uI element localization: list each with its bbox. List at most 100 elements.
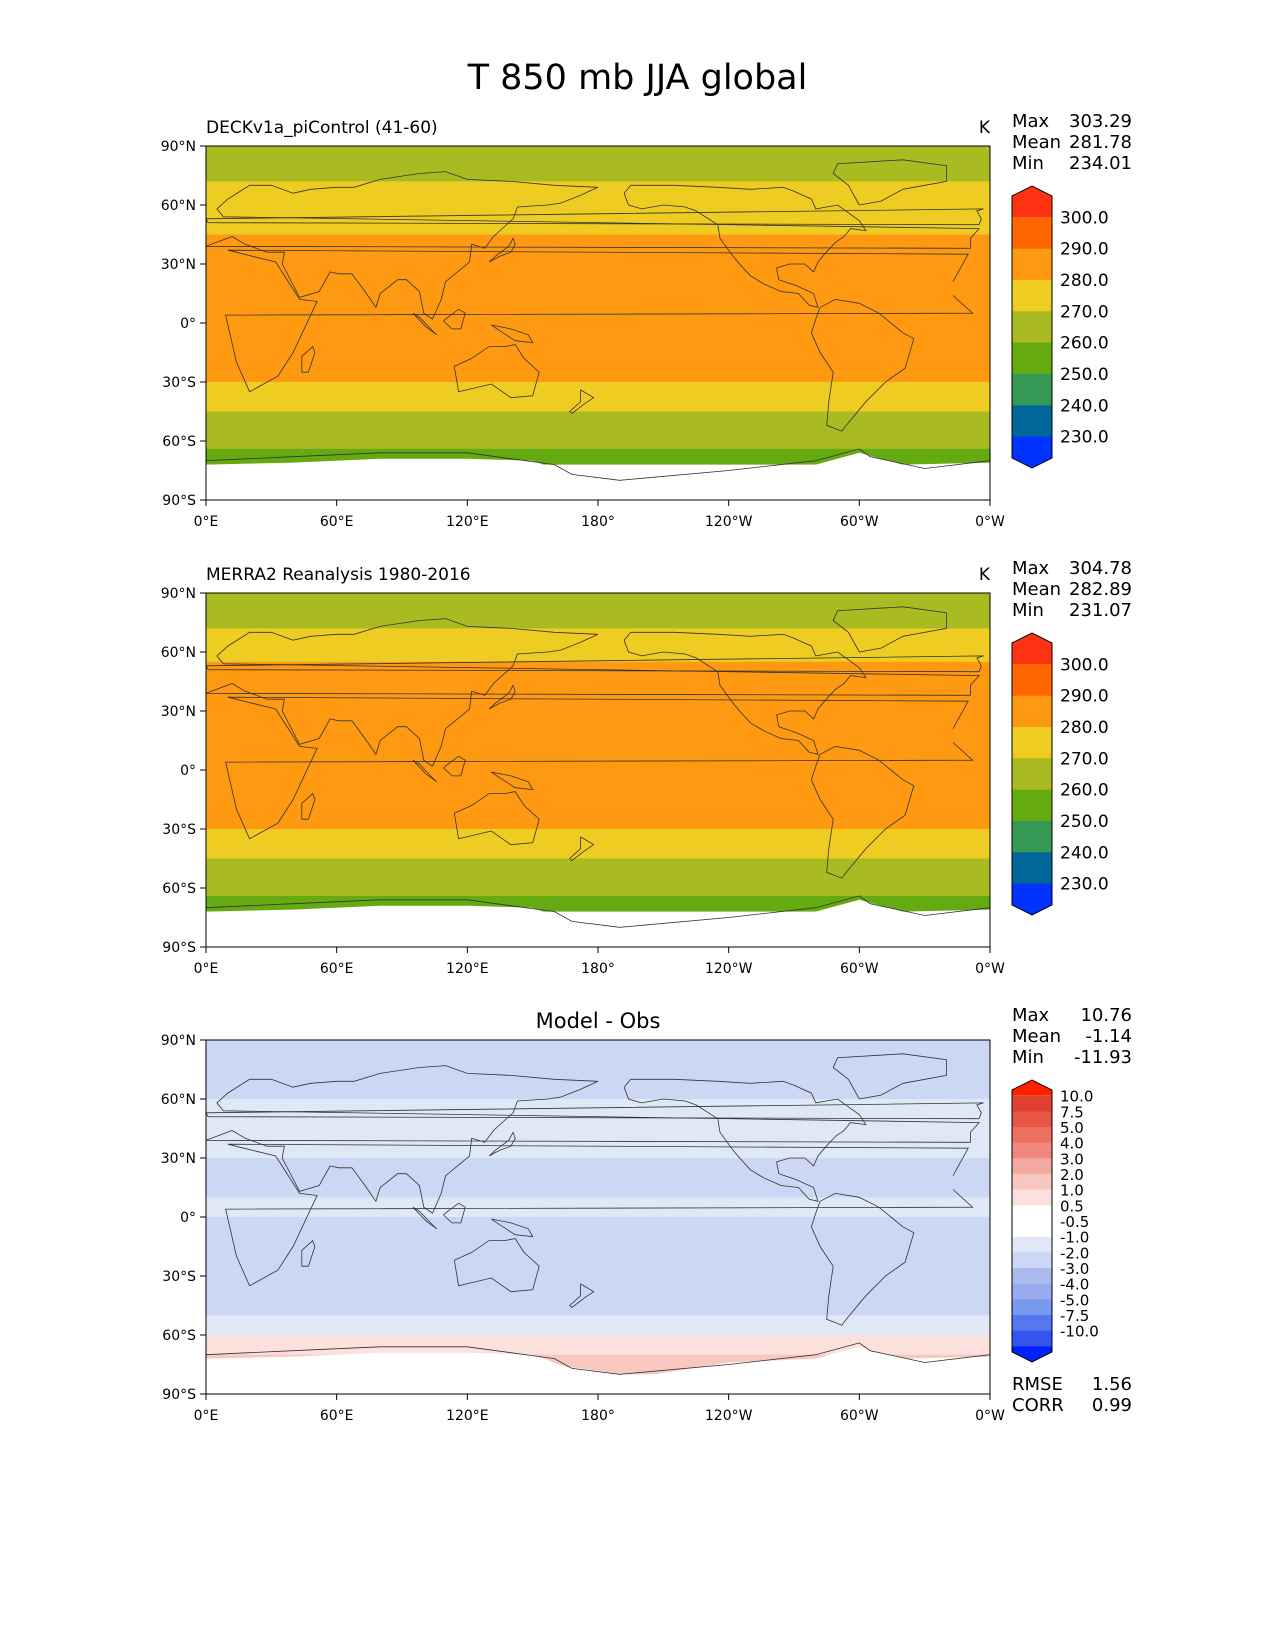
colorbar-outline (1011, 185, 1053, 469)
colorbar-label: 2.0 (1060, 1166, 1084, 1184)
missing-data-region (206, 1346, 990, 1394)
colorbar-bin (1012, 789, 1052, 822)
colorbar-outline (1011, 1079, 1053, 1363)
coastline (623, 1078, 867, 1202)
field-band (206, 1344, 990, 1356)
coastline (301, 345, 316, 373)
coastline (488, 684, 516, 710)
colorbar: 300.0 290.0 280.0 270.0 260.0 250.0 240.0 230.0 (1011, 632, 1109, 916)
y-tick-label: 60°S (162, 1328, 196, 1344)
coastline (412, 759, 438, 783)
x-tick-label: 180° (581, 1408, 615, 1424)
colorbar-label: -0.5 (1060, 1213, 1089, 1231)
field-band (206, 411, 990, 432)
x-tick-label: 0°E (194, 514, 219, 530)
map-field (206, 1040, 990, 1394)
field-band (206, 1276, 990, 1297)
field-band (206, 323, 990, 348)
y-tick-label: 0° (180, 763, 196, 779)
colorbar-label: 230.0 (1060, 875, 1109, 895)
x-tick-label: 180° (581, 514, 615, 530)
coastline (412, 1206, 438, 1230)
field-band (206, 895, 990, 905)
coastline (206, 171, 980, 320)
field-band (206, 1364, 990, 1375)
stat-label: Mean (1012, 1026, 1061, 1047)
field-band (206, 456, 990, 466)
x-tick-label: 0°W (975, 1408, 1005, 1424)
x-tick-label: 120°W (705, 961, 753, 977)
y-tick-label: 60°N (161, 198, 196, 214)
y-tick-label: 0° (180, 1210, 196, 1226)
field-band (206, 146, 990, 159)
colorbar-label: 250.0 (1060, 812, 1109, 832)
coastline (569, 389, 595, 415)
colorbar-bin (1012, 1236, 1052, 1253)
x-tick-label: 0°W (975, 514, 1005, 530)
y-tick-label: 90°N (161, 1033, 196, 1049)
stat-value: 281.78 (1069, 132, 1132, 153)
x-tick-label: 0°E (194, 961, 219, 977)
field-band (206, 431, 990, 438)
field-band (206, 1040, 990, 1061)
y-tick-label: 90°N (161, 139, 196, 155)
missing-data-region (206, 899, 990, 947)
colorbar-label: 260.0 (1060, 781, 1109, 801)
x-tick-label: 0°E (194, 1408, 219, 1424)
colorbar-bin (1012, 664, 1052, 697)
colorbar-label: 290.0 (1060, 687, 1109, 707)
colorbar-label: -4.0 (1060, 1276, 1089, 1294)
field-band (206, 884, 990, 897)
colorbar-label: 280.0 (1060, 271, 1109, 291)
stat-value: -1.14 (1085, 1026, 1132, 1047)
coastline (832, 1053, 947, 1100)
colorbar-extend-max (1012, 186, 1052, 218)
colorbar-label: 270.0 (1060, 302, 1109, 322)
colorbar-bin (1012, 1205, 1052, 1222)
field-band (206, 612, 990, 629)
field-band (206, 397, 990, 412)
coastline (453, 344, 540, 399)
coastline (810, 1192, 915, 1326)
coastline (443, 755, 466, 777)
figure-title: T 850 mb JJA global (467, 58, 808, 98)
colorbar-label: -5.0 (1060, 1291, 1089, 1309)
colorbar-label: 7.5 (1060, 1103, 1084, 1121)
field-band (206, 1059, 990, 1080)
colorbar-label: -10.0 (1060, 1323, 1099, 1341)
coastline (206, 1065, 980, 1214)
field-band (206, 1256, 990, 1277)
coastline (301, 1239, 316, 1267)
field-band (206, 346, 990, 363)
stat-label: Min (1012, 1047, 1044, 1068)
colorbar-bin (1012, 217, 1052, 250)
x-tick-label: 60°E (320, 1408, 354, 1424)
field-band (206, 362, 990, 383)
field-band (206, 293, 990, 324)
coastline (491, 771, 534, 791)
coastline (206, 448, 990, 481)
colorbar-outline (1011, 632, 1053, 916)
x-tick-label: 120°W (705, 514, 753, 530)
colorbar-extend-min (1012, 436, 1052, 468)
colorbar-label: -7.5 (1060, 1307, 1089, 1325)
colorbar-bin (1012, 1158, 1052, 1175)
colorbar-label: 230.0 (1060, 428, 1109, 448)
map-panel-3: 90°N 60°N 30°N 0° 30°S 60°S 90°S 0°E 60°E 120°E 18… (161, 1005, 1132, 1424)
colorbar-bin (1012, 727, 1052, 759)
panel-title: DECKv1a_piControl (41-60) (206, 118, 438, 138)
x-tick-label: 180° (581, 961, 615, 977)
stat-value: 282.89 (1069, 579, 1132, 600)
colorbar-bin (1012, 1299, 1052, 1316)
coastline (225, 1143, 974, 1287)
field-band (206, 1138, 990, 1159)
x-tick-label: 60°E (320, 514, 354, 530)
coastline (832, 159, 947, 206)
field-band (206, 844, 990, 859)
stat-label: Max (1012, 1005, 1050, 1026)
y-tick-label: 30°N (161, 257, 196, 273)
field-band (206, 793, 990, 810)
coastline (569, 836, 595, 862)
colorbar-bin (1012, 1127, 1052, 1144)
colorbar-label: -1.0 (1060, 1229, 1089, 1247)
